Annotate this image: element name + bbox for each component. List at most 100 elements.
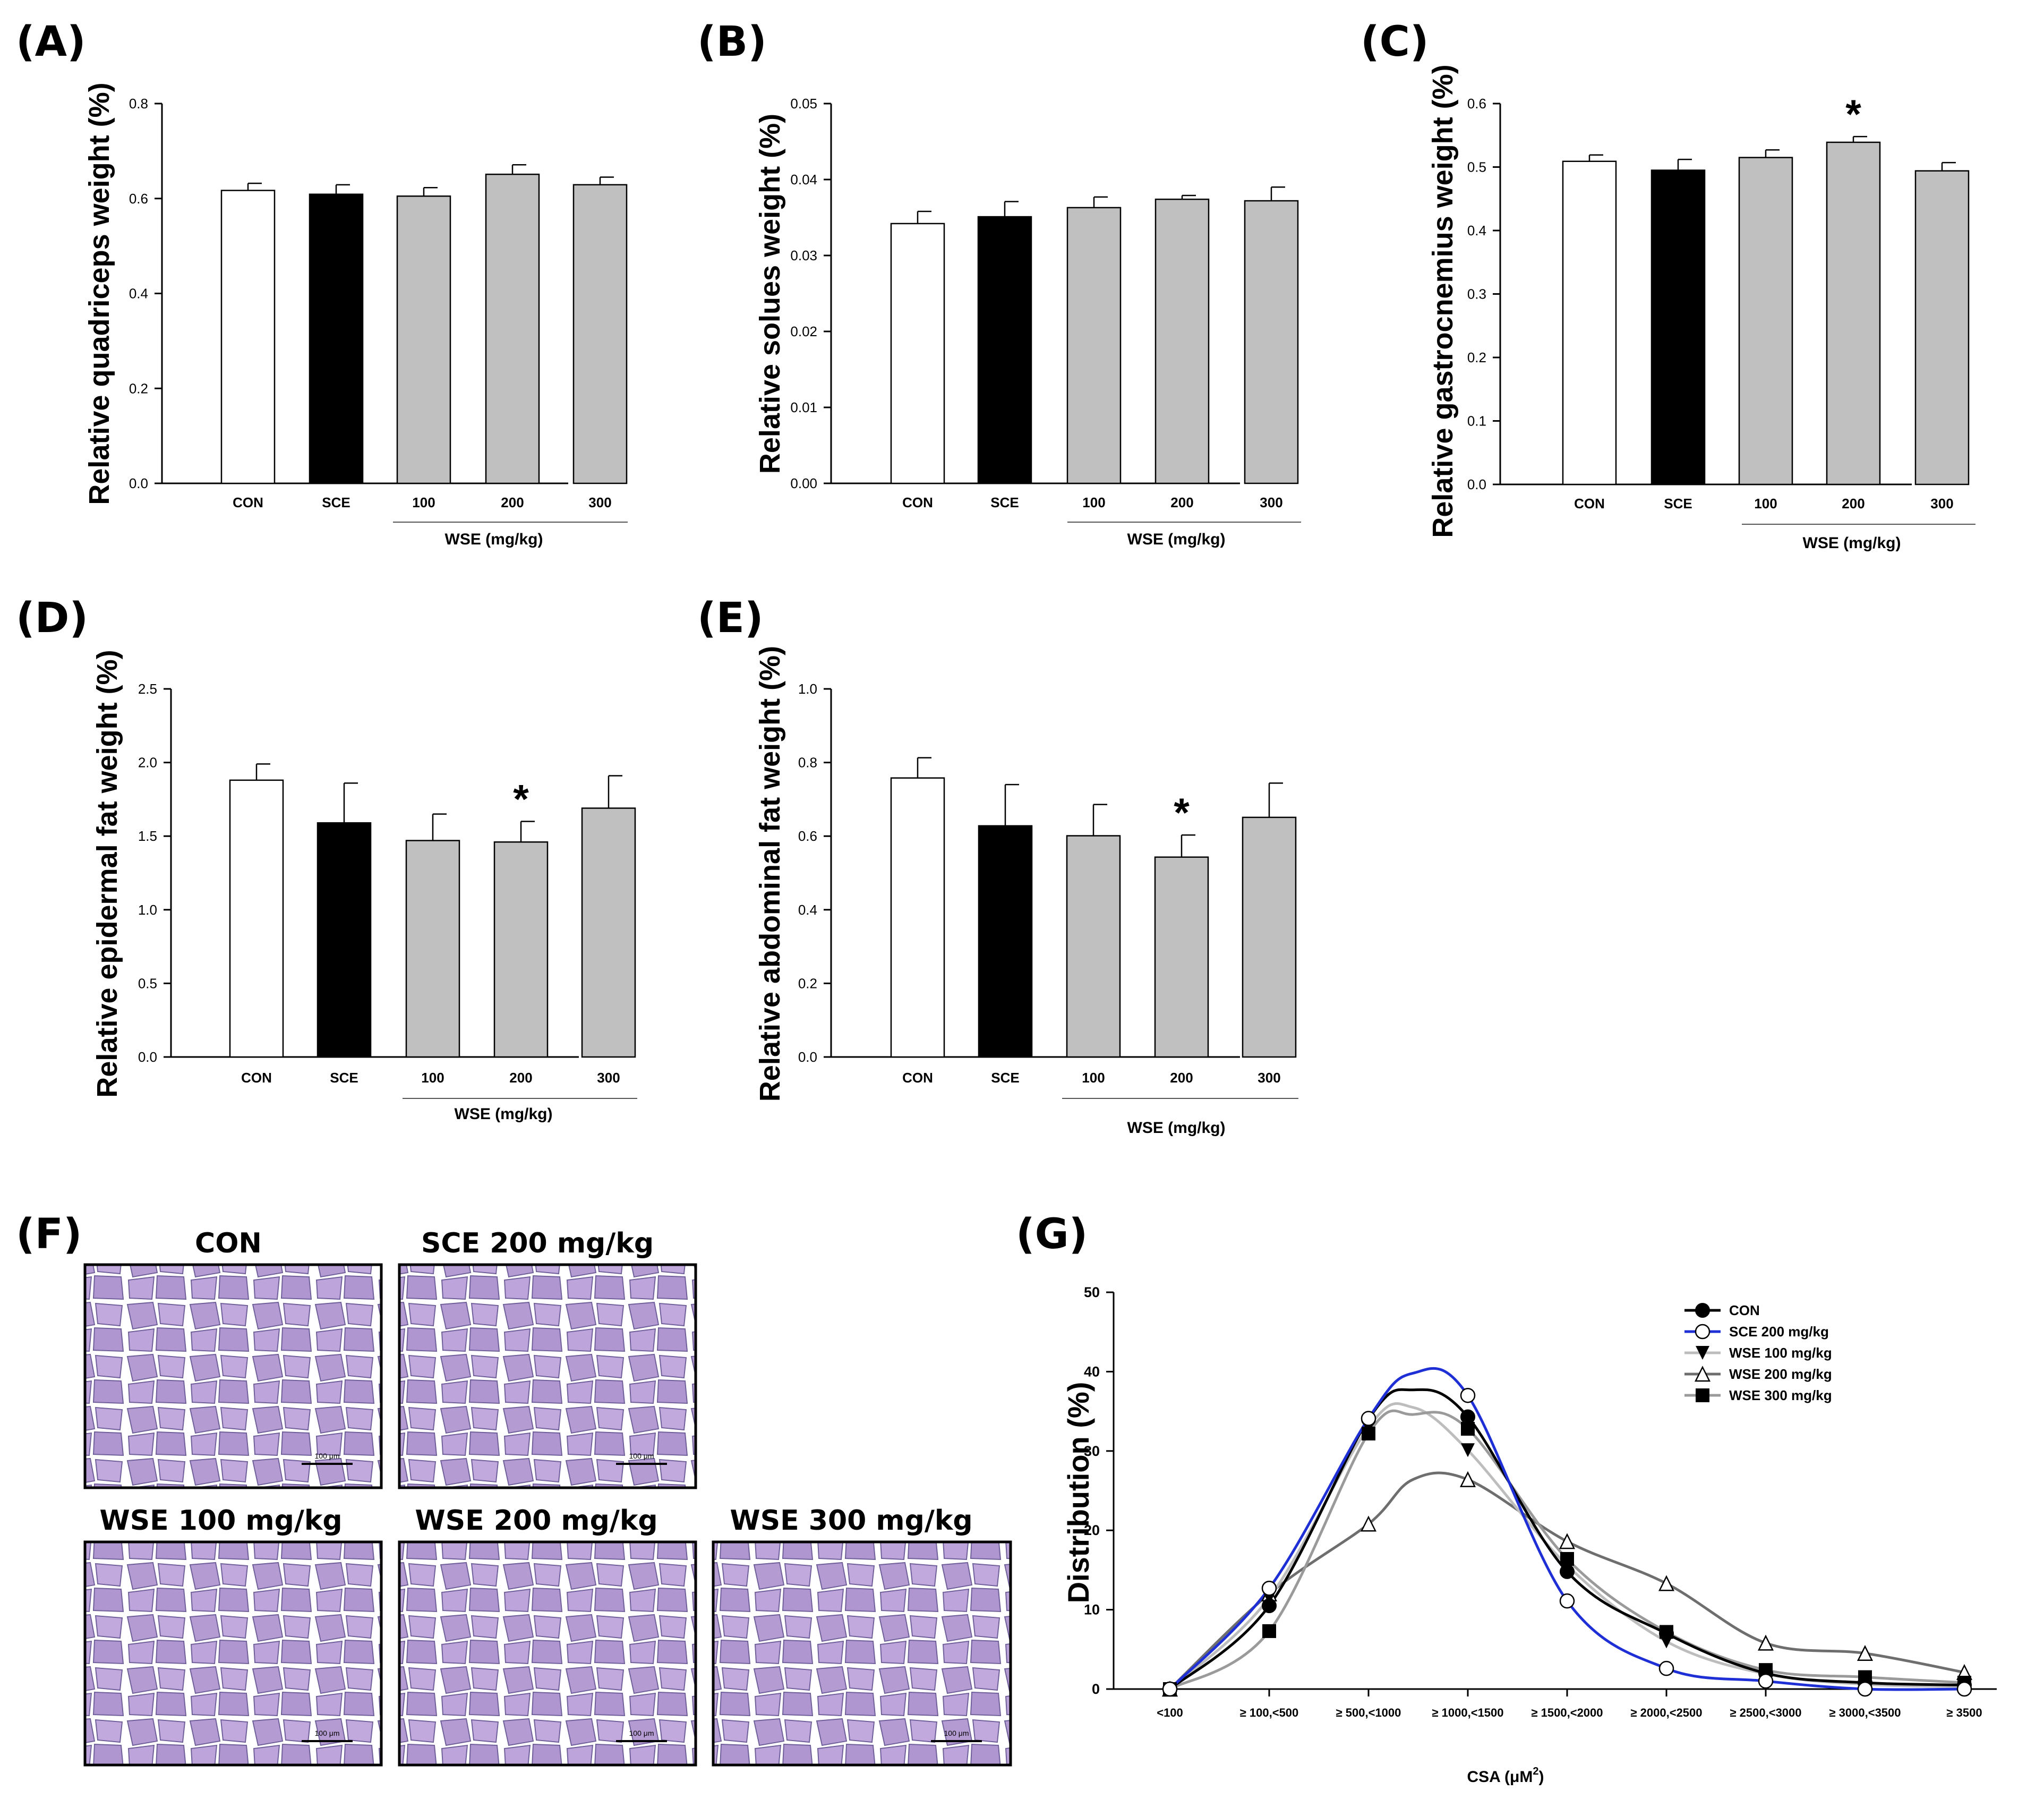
data-point [1658, 1660, 1674, 1676]
y-tick-label: 1.0 [798, 681, 817, 697]
micrograph-image [398, 1540, 697, 1767]
micrograph-image [398, 1263, 697, 1489]
group-label: WSE (mg/kg) [1127, 1119, 1226, 1137]
y-tick-label: 0 [1092, 1681, 1100, 1697]
bar-con [1562, 160, 1617, 485]
x-tick-label: SCE [1664, 496, 1692, 511]
micrograph: CON 100 μm [83, 1227, 383, 1489]
legend-marker [1695, 1324, 1711, 1340]
micrograph-label: WSE 300 mg/kg [730, 1505, 972, 1537]
y-axis-title: Distribution (%) [1062, 1382, 1095, 1604]
y-tick-label: 0.2 [1467, 349, 1486, 365]
scale-bar-label: 100 μm [629, 1729, 654, 1737]
panel-d: (D) 0.0 0.5 1.0 1.5 2.0 2.5 Relative epidermal … [16, 594, 637, 1123]
bar-300 [572, 184, 628, 484]
data-point [1560, 1551, 1574, 1566]
data-point [1857, 1644, 1874, 1661]
y-tick-label: 0.2 [798, 975, 817, 991]
legend-marker [1696, 1346, 1709, 1360]
legend-marker [1694, 1366, 1711, 1382]
data-point [1560, 1564, 1575, 1579]
group-label: WSE (mg/kg) [1803, 534, 1901, 552]
y-tick-label: 0.02 [790, 323, 817, 339]
y-tick-label: 0.4 [798, 902, 817, 918]
x-tick-label: 300 [597, 1070, 620, 1086]
panel-letter: (C) [1361, 18, 1429, 66]
y-tick-label: 30 [1084, 1443, 1100, 1459]
x-tick-label: 200 [1170, 494, 1193, 510]
y-tick-label: 0.0 [138, 1049, 157, 1065]
bar-200 [1826, 141, 1881, 485]
bar-300 [1242, 816, 1297, 1058]
y-tick-label: 0.8 [798, 755, 817, 771]
y-tick-label: 0.4 [1467, 223, 1486, 238]
x-tick-label: 200 [509, 1070, 532, 1086]
bar-200 [1154, 856, 1209, 1058]
x-tick-label: CON [902, 494, 933, 510]
y-tick-label: 0.1 [1467, 413, 1486, 429]
panel-c: (C) 0.0 0.1 0.2 0.3 0.4 0.5 0.6 Relative gastroc… [1361, 18, 1975, 552]
bar-300 [1244, 200, 1299, 484]
micrograph-image [712, 1540, 1012, 1767]
x-tick-label: ≥ 500,<1000 [1336, 1706, 1401, 1719]
y-tick-label: 20 [1084, 1522, 1100, 1538]
bar-200 [493, 841, 549, 1058]
bar-sce [978, 825, 1033, 1058]
data-point [1460, 1409, 1475, 1425]
data-point [1461, 1443, 1475, 1457]
x-tick-label: SCE [991, 1070, 1019, 1086]
panel-letter: (G) [1016, 1210, 1088, 1258]
x-tick-label: ≥ 100,<500 [1240, 1706, 1299, 1719]
y-tick-label: 0.2 [129, 380, 148, 396]
data-point [1459, 1471, 1476, 1487]
x-tick-label: ≥ 3000,<3500 [1829, 1706, 1901, 1719]
bar-sce [317, 822, 372, 1058]
panel-letter: (B) [697, 18, 767, 66]
bar-sce [977, 216, 1032, 484]
x-tick-label: <100 [1157, 1706, 1183, 1719]
y-tick-label: 1.0 [138, 902, 157, 918]
y-tick-label: 50 [1084, 1284, 1100, 1300]
y-tick-label: 0.0 [1467, 476, 1486, 492]
data-point [1757, 1634, 1774, 1651]
x-tick-label: 200 [501, 494, 524, 510]
y-tick-label: 10 [1084, 1602, 1100, 1618]
y-tick-label: 0.01 [790, 399, 817, 415]
bar-100 [1066, 835, 1121, 1058]
y-tick-label: 0.6 [1467, 96, 1486, 112]
micrograph: WSE 200 mg/kg 100 μm [398, 1505, 697, 1767]
micrograph: SCE 200 mg/kg 100 μm [398, 1227, 697, 1489]
panel-letter: (F) [16, 1210, 82, 1258]
data-point [1261, 1581, 1277, 1596]
micrograph-label: SCE 200 mg/kg [421, 1227, 654, 1259]
x-tick-label: 100 [412, 494, 435, 510]
series-line [1169, 1471, 1965, 1690]
x-tick-label: ≥ 1500,<2000 [1531, 1706, 1603, 1719]
bar-300 [581, 807, 636, 1058]
series-markers [1162, 1387, 1972, 1697]
bar-sce [309, 193, 364, 484]
y-axis-title: Relative abdominal fat weight (%) [754, 646, 786, 1102]
bar-100 [1738, 157, 1793, 485]
bar-con [890, 777, 945, 1058]
legend-label: WSE 300 mg/kg [1729, 1387, 1832, 1403]
x-tick-label: 300 [1930, 496, 1953, 511]
micrograph: WSE 100 mg/kg 100 μm [83, 1505, 383, 1767]
legend-label: CON [1729, 1302, 1760, 1318]
x-tick-label: 100 [1754, 496, 1777, 511]
micrograph-label: CON [195, 1227, 262, 1259]
panel-e: (E) 0.0 0.2 0.4 0.6 0.8 1.0 Relative abdominal … [697, 594, 1298, 1137]
x-tick-label: ≥ 2000,<2500 [1630, 1706, 1702, 1719]
data-point [1262, 1624, 1276, 1638]
x-tick-label: SCE [322, 494, 350, 510]
y-tick-label: 0.5 [138, 975, 157, 991]
series-wse-300-mg/kg [1169, 1409, 1965, 1691]
significance-mark: * [1845, 92, 1861, 137]
data-point [1460, 1387, 1476, 1403]
x-tick-label: ≥ 3500 [1946, 1706, 1982, 1719]
y-tick-label: 0.4 [129, 286, 148, 302]
bar-200 [485, 173, 540, 484]
x-tick-label: 100 [1082, 1070, 1105, 1086]
data-point [1262, 1598, 1277, 1614]
group-label: WSE (mg/kg) [455, 1105, 553, 1123]
